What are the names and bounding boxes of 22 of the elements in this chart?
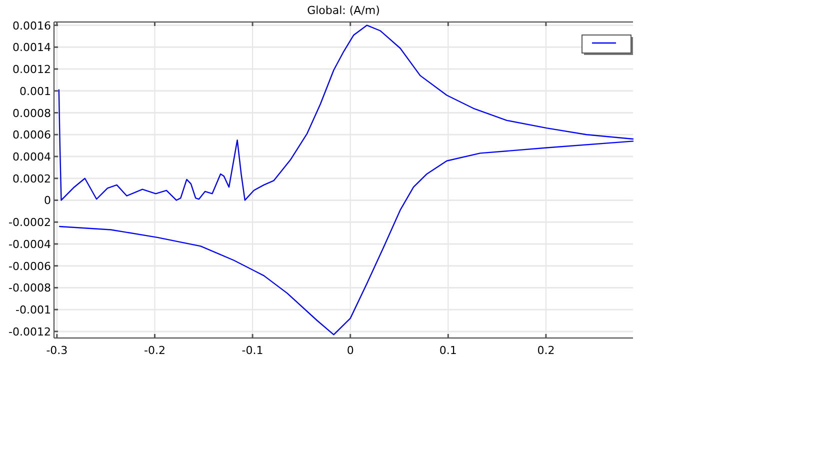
x-tick-label: -0.2 (144, 344, 166, 357)
y-tick-label: 0.0006 (12, 128, 51, 142)
y-tick-label: -0.0012 (8, 325, 51, 338)
y-tick-label: 0 (44, 194, 51, 208)
chart-title: Global: (A/m) (307, 4, 380, 17)
x-tick-label: 0.2 (537, 344, 555, 357)
y-tick-label: -0.0008 (8, 282, 51, 295)
y-tick-label: 0.0004 (12, 150, 51, 164)
y-tick-label: -0.0006 (8, 260, 51, 273)
y-tick-label: -0.0004 (8, 238, 51, 251)
y-tick-label: 0.0016 (12, 19, 51, 32)
y-tick-label: 0.0014 (12, 41, 51, 54)
x-tick-label: -0.3 (46, 344, 68, 357)
y-tick-label: 0.0012 (12, 63, 51, 76)
x-tick-label: 0 (346, 344, 354, 357)
x-tick-label: 0.1 (439, 344, 457, 357)
x-tick-label: -0.1 (242, 344, 264, 357)
y-tick-label: 0.0002 (12, 172, 51, 186)
y-tick-label: -0.0002 (8, 216, 51, 230)
y-tick-label: 0.001 (20, 84, 51, 98)
y-tick-label: -0.001 (16, 304, 51, 317)
y-tick-label: 0.0008 (12, 106, 51, 120)
